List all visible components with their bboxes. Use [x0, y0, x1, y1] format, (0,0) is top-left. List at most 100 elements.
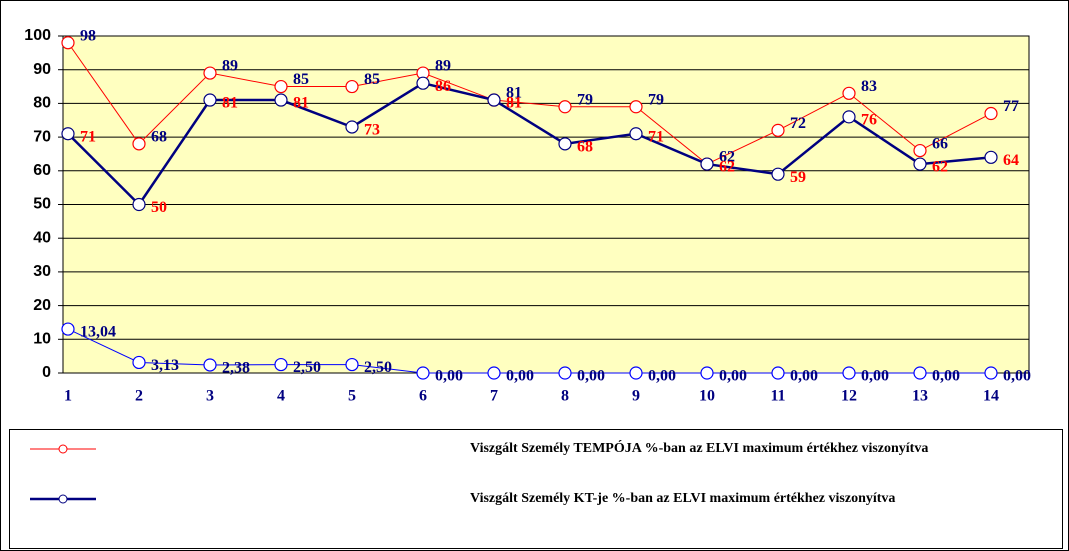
- data-label: 89: [222, 58, 238, 75]
- series-line: [67, 81, 992, 207]
- legend-label: Viszgált Személy KT-je %-ban az ELVI max…: [470, 491, 896, 506]
- y-tick-label: 40: [33, 229, 51, 246]
- point: [771, 167, 785, 181]
- series-line: [67, 328, 991, 374]
- point: [61, 322, 75, 336]
- data-label: 83: [861, 78, 877, 95]
- point: [913, 157, 927, 171]
- point: [771, 123, 785, 137]
- x-tick-label: 8: [561, 388, 569, 405]
- point: [700, 157, 714, 171]
- point: [345, 79, 359, 94]
- data-label: 50: [151, 199, 167, 216]
- data-label: 81: [506, 85, 522, 102]
- data-label: 68: [151, 129, 167, 146]
- y-tick-label: 20: [33, 297, 51, 314]
- data-label: 79: [648, 91, 664, 108]
- data-label: 2,50: [293, 359, 321, 376]
- data-label: 66: [932, 135, 948, 152]
- legend-marker: [58, 494, 68, 504]
- point: [913, 366, 927, 380]
- data-label: 68: [577, 139, 593, 156]
- y-tick-label: 60: [33, 162, 51, 179]
- data-label: 89: [435, 58, 451, 75]
- point: [771, 366, 785, 380]
- point: [842, 110, 856, 124]
- data-label: 85: [293, 71, 309, 88]
- point: [203, 358, 217, 372]
- point: [416, 76, 430, 90]
- data-label: 71: [648, 128, 664, 145]
- point: [203, 66, 217, 80]
- data-label: 77: [1003, 98, 1019, 115]
- x-tick-label: 11: [770, 388, 785, 405]
- x-tick-label: 12: [841, 388, 857, 405]
- point: [274, 93, 288, 107]
- data-label: 86: [435, 78, 451, 95]
- point: [132, 355, 146, 370]
- data-label: 62: [719, 159, 735, 176]
- point: [842, 86, 856, 100]
- y-tick-label: 0: [42, 364, 51, 381]
- point: [629, 366, 643, 380]
- point: [132, 137, 146, 151]
- point: [61, 36, 75, 50]
- x-tick-label: 1: [64, 388, 72, 405]
- x-tick-label: 9: [632, 388, 640, 405]
- x-tick-label: 2: [135, 388, 143, 405]
- point: [487, 366, 501, 380]
- data-label: 71: [80, 128, 96, 145]
- point: [345, 357, 359, 372]
- x-tick-label: 7: [490, 388, 498, 405]
- data-label: 72: [790, 115, 806, 132]
- x-tick-label: 4: [277, 388, 285, 405]
- x-tick-label: 6: [419, 388, 427, 405]
- legend-swatch: [30, 494, 96, 504]
- data-label: 81: [222, 95, 238, 112]
- point: [487, 93, 501, 107]
- data-label: 0,00: [861, 368, 889, 385]
- x-tick-label: 13: [912, 388, 928, 405]
- data-label: 0,00: [790, 368, 818, 385]
- data-label: 85: [364, 71, 380, 88]
- y-tick-label: 30: [33, 263, 51, 280]
- data-label: 13,04: [80, 324, 116, 341]
- x-tick-label: 3: [206, 388, 214, 405]
- point: [629, 100, 643, 114]
- point: [274, 79, 288, 94]
- y-tick-label: 100: [24, 27, 51, 44]
- data-label: 62: [932, 159, 948, 176]
- legend-marker: [58, 444, 68, 454]
- legend-label: Viszgált Személy TEMPÓJA %-ban az ELVI m…: [470, 441, 929, 456]
- data-label: 98: [80, 27, 96, 44]
- y-tick-label: 90: [33, 61, 51, 78]
- legend: Viszgált Személy TEMPÓJA %-ban az ELVI m…: [9, 429, 1063, 549]
- point: [132, 197, 146, 212]
- data-label: 0,00: [577, 368, 605, 385]
- data-label: 0,00: [719, 368, 747, 385]
- point: [629, 127, 643, 141]
- data-label: 81: [293, 95, 309, 112]
- data-label: 0,00: [506, 368, 534, 385]
- series-line: [67, 42, 992, 165]
- data-label: 2,50: [364, 359, 392, 376]
- data-label: 3,13: [151, 357, 179, 374]
- point: [984, 106, 998, 121]
- point: [700, 366, 714, 380]
- data-label: 62: [719, 149, 735, 166]
- point: [416, 366, 430, 380]
- point: [274, 357, 288, 372]
- point: [61, 127, 75, 141]
- legend-swatch: [30, 444, 96, 454]
- x-tick-label: 10: [699, 388, 715, 405]
- y-tick-label: 10: [33, 331, 51, 348]
- data-label: 0,00: [435, 368, 463, 385]
- y-tick-label: 80: [33, 95, 51, 112]
- data-label: 0,00: [648, 368, 676, 385]
- point: [345, 120, 359, 134]
- point: [558, 137, 572, 151]
- data-label: 0,00: [932, 368, 960, 385]
- data-label: 2,38: [222, 360, 250, 377]
